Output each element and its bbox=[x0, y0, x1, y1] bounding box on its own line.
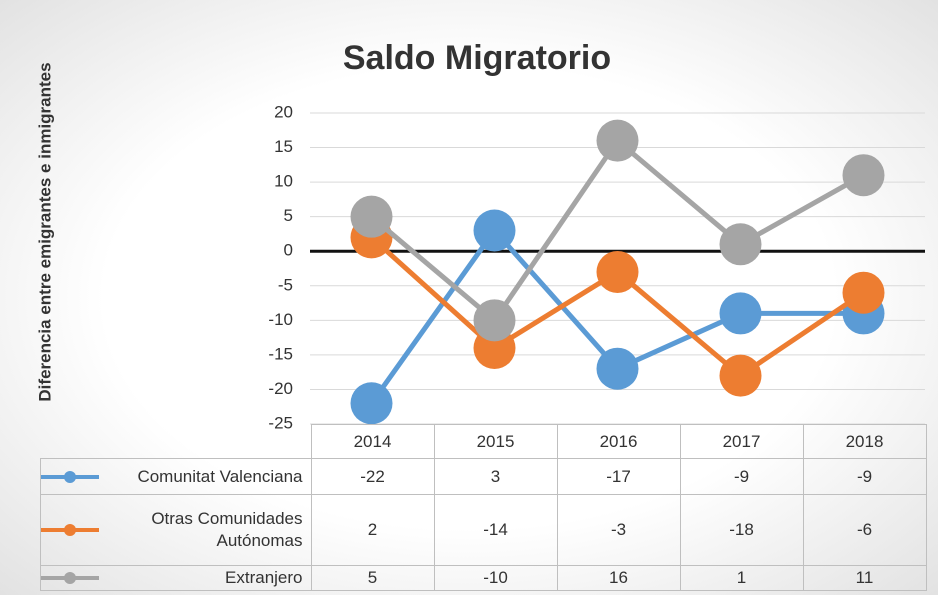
legend-key bbox=[41, 524, 99, 536]
table-value: -22 bbox=[310, 458, 435, 495]
series-line bbox=[369, 136, 865, 325]
legend-cell: Otras Comunidades Autónomas bbox=[40, 494, 312, 566]
y-tick-label: -20 bbox=[268, 379, 293, 398]
marker bbox=[719, 223, 762, 266]
marker bbox=[473, 299, 516, 342]
legend-entry: Extranjero bbox=[41, 567, 303, 589]
y-tick-label: -25 bbox=[268, 413, 293, 432]
legend-cell: Comunitat Valenciana bbox=[40, 458, 312, 495]
y-tick-label: -15 bbox=[268, 344, 293, 363]
table-value: -10 bbox=[433, 565, 558, 591]
marker bbox=[596, 119, 639, 162]
series-row: Otras Comunidades Autónomas 2 -14 -3 -18 -6 bbox=[40, 494, 927, 566]
legend-key bbox=[41, 572, 99, 584]
x-tick-label: 2015 bbox=[433, 424, 558, 459]
legend-dot bbox=[64, 470, 76, 483]
x-tick-label: 2018 bbox=[802, 424, 927, 459]
table-value: -17 bbox=[556, 458, 681, 495]
legend-label: Extranjero bbox=[225, 568, 303, 587]
marker bbox=[596, 250, 639, 293]
y-tick-label: -10 bbox=[268, 310, 293, 329]
marker bbox=[473, 209, 516, 252]
table-value: 3 bbox=[433, 458, 558, 495]
table-value: -9 bbox=[802, 458, 927, 495]
series-row: Comunitat Valenciana -22 3 -17 -9 -9 bbox=[40, 458, 927, 495]
data-table: 2014 2015 2016 2017 2018 Comunitat Valenciana… bbox=[40, 424, 927, 591]
x-tick-label: 2014 bbox=[310, 424, 435, 459]
table-value: -18 bbox=[679, 494, 804, 566]
legend-dot bbox=[64, 572, 76, 584]
table-value: 2 bbox=[310, 494, 435, 566]
table-value: -3 bbox=[556, 494, 681, 566]
marker bbox=[842, 154, 885, 197]
chart-title: Saldo Migratorio bbox=[343, 39, 611, 77]
marker bbox=[719, 354, 762, 397]
legend-key bbox=[41, 470, 99, 483]
y-tick-label: 0 bbox=[284, 241, 293, 260]
marker bbox=[596, 347, 639, 390]
table-value: 16 bbox=[556, 565, 681, 591]
legend-label: Comunitat Valenciana bbox=[137, 466, 303, 486]
y-tick-label: 20 bbox=[274, 102, 293, 121]
x-tick-label: 2016 bbox=[556, 424, 681, 459]
legend-entry: Comunitat Valenciana bbox=[41, 466, 303, 488]
y-tick-label: 10 bbox=[274, 172, 293, 191]
table-value: -14 bbox=[433, 494, 558, 566]
y-tick-label: 5 bbox=[284, 206, 293, 225]
y-tick-label: -5 bbox=[278, 275, 293, 294]
legend-label: Otras Comunidades Autónomas bbox=[151, 509, 303, 550]
blank-cell bbox=[41, 425, 312, 459]
y-axis-label: Diferencia entre emigrantes e inmigrante… bbox=[35, 62, 54, 401]
legend-cell: Extranjero bbox=[40, 565, 312, 591]
legend-dot bbox=[64, 524, 76, 536]
table-value: 11 bbox=[802, 565, 927, 591]
y-tick-label: 15 bbox=[274, 137, 293, 156]
table-value: 1 bbox=[679, 565, 804, 591]
marker bbox=[719, 292, 762, 335]
header-row: 2014 2015 2016 2017 2018 bbox=[41, 424, 927, 459]
marker bbox=[350, 195, 393, 238]
x-tick-label: 2017 bbox=[679, 424, 804, 459]
table-value: -6 bbox=[802, 494, 927, 566]
legend-entry: Otras Comunidades Autónomas bbox=[41, 508, 303, 552]
marker bbox=[350, 382, 393, 425]
series-row: Extranjero 5 -10 16 1 11 bbox=[40, 565, 927, 591]
table-value: 5 bbox=[310, 565, 435, 591]
table-value: -9 bbox=[679, 458, 804, 495]
marker bbox=[842, 271, 885, 314]
